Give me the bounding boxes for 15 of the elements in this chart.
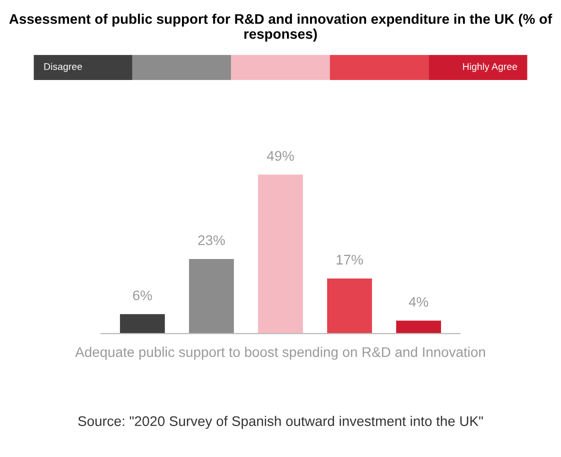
data-label: 23%	[198, 235, 225, 246]
bar	[396, 320, 442, 334]
text: Disagree	[44, 62, 82, 72]
x-axis-title: Adequate public support to boost spending on R&D and Innovation	[75, 346, 486, 360]
bar	[327, 278, 372, 334]
chart-title: Assessment of public support for R&D and innovation expenditure in the UK (% of responses)	[9, 14, 552, 42]
source-note: Source: "2020 Survey of Spanish outward investment into the UK"	[78, 416, 483, 429]
text: Highly Agree	[463, 62, 518, 72]
bar	[120, 314, 165, 334]
data-label: 17%	[336, 254, 363, 265]
bar	[189, 259, 234, 334]
data-label: 49%	[266, 150, 294, 161]
bar	[258, 174, 303, 334]
data-label: 6%	[133, 290, 152, 300]
data-label: 4%	[408, 297, 428, 307]
